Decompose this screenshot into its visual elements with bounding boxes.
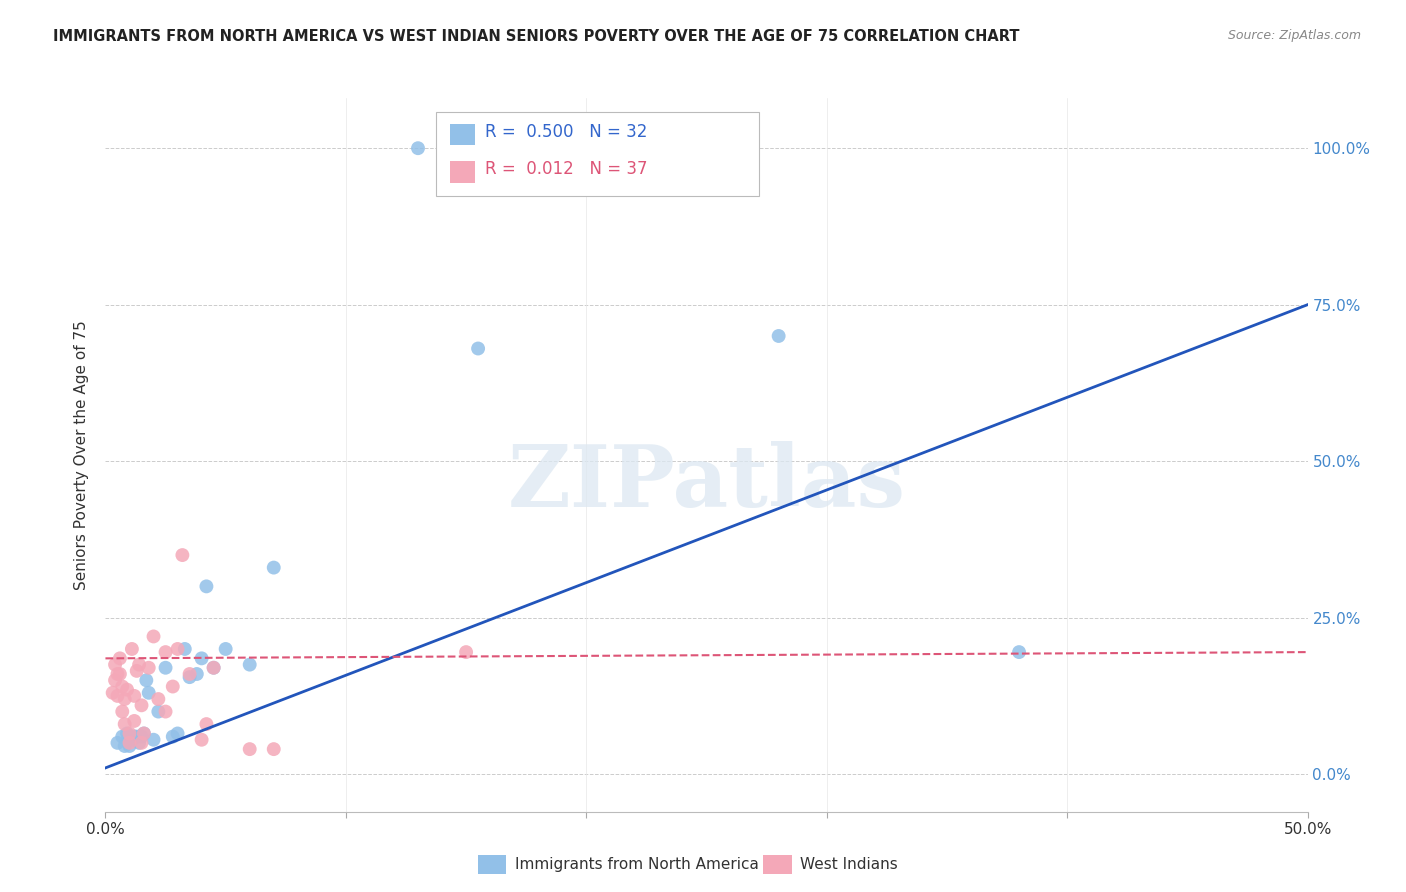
Point xyxy=(124,730,146,744)
Point xyxy=(214,642,236,657)
Text: IMMIGRANTS FROM NORTH AMERICA VS WEST INDIAN SENIORS POVERTY OVER THE AGE OF 75 : IMMIGRANTS FROM NORTH AMERICA VS WEST IN… xyxy=(53,29,1019,44)
Text: West Indians: West Indians xyxy=(800,857,898,871)
Point xyxy=(142,630,165,644)
Point xyxy=(108,667,131,681)
Point xyxy=(142,732,165,747)
Point xyxy=(239,742,262,756)
Point xyxy=(186,667,208,681)
Point xyxy=(406,141,429,155)
Point xyxy=(263,742,285,756)
Point xyxy=(115,726,138,740)
Point xyxy=(190,732,212,747)
Point xyxy=(138,661,160,675)
Point xyxy=(166,726,188,740)
Point xyxy=(128,657,150,672)
Point xyxy=(148,705,170,719)
Point xyxy=(155,645,177,659)
Point xyxy=(118,739,141,753)
Point xyxy=(114,717,136,731)
Point xyxy=(131,730,153,744)
Point xyxy=(135,673,157,688)
Point xyxy=(166,642,188,657)
Point xyxy=(155,661,177,675)
Point xyxy=(162,680,184,694)
Point xyxy=(104,673,127,688)
Text: R =  0.012   N = 37: R = 0.012 N = 37 xyxy=(485,161,648,178)
Point xyxy=(179,667,201,681)
Point xyxy=(107,667,129,681)
Point xyxy=(104,657,127,672)
Point xyxy=(121,732,143,747)
Point xyxy=(202,661,225,675)
Point xyxy=(263,560,285,574)
Point xyxy=(155,705,177,719)
Point xyxy=(190,651,212,665)
Point xyxy=(101,686,124,700)
Text: R =  0.500   N = 32: R = 0.500 N = 32 xyxy=(485,123,647,141)
Point xyxy=(107,689,129,703)
Point xyxy=(467,342,489,356)
Text: Immigrants from North America: Immigrants from North America xyxy=(515,857,758,871)
Point xyxy=(115,682,138,697)
Point xyxy=(131,736,153,750)
Point xyxy=(173,642,195,657)
Point xyxy=(124,714,146,728)
Point xyxy=(111,705,134,719)
Point xyxy=(118,726,141,740)
Point xyxy=(1008,645,1031,659)
Point xyxy=(118,736,141,750)
Point xyxy=(132,726,155,740)
Point xyxy=(125,664,148,678)
Point xyxy=(172,548,194,562)
Point xyxy=(118,730,141,744)
Point xyxy=(768,329,790,343)
Point xyxy=(195,579,218,593)
Point xyxy=(111,680,134,694)
Point xyxy=(454,645,477,659)
Point xyxy=(111,730,134,744)
Point xyxy=(148,692,170,706)
Point xyxy=(138,686,160,700)
Text: ZIPatlas: ZIPatlas xyxy=(508,442,905,525)
Y-axis label: Seniors Poverty Over the Age of 75: Seniors Poverty Over the Age of 75 xyxy=(75,320,90,590)
Point xyxy=(202,661,225,675)
Point xyxy=(125,730,148,744)
Point xyxy=(239,657,262,672)
Point xyxy=(114,739,136,753)
Point xyxy=(179,670,201,684)
Point xyxy=(131,698,153,713)
Point xyxy=(107,736,129,750)
Point xyxy=(108,651,131,665)
Point xyxy=(128,736,150,750)
Point xyxy=(195,717,218,731)
Point xyxy=(162,730,184,744)
Point xyxy=(114,692,136,706)
Text: Source: ZipAtlas.com: Source: ZipAtlas.com xyxy=(1227,29,1361,42)
Point xyxy=(132,726,155,740)
Point xyxy=(124,689,146,703)
Point xyxy=(121,642,143,657)
